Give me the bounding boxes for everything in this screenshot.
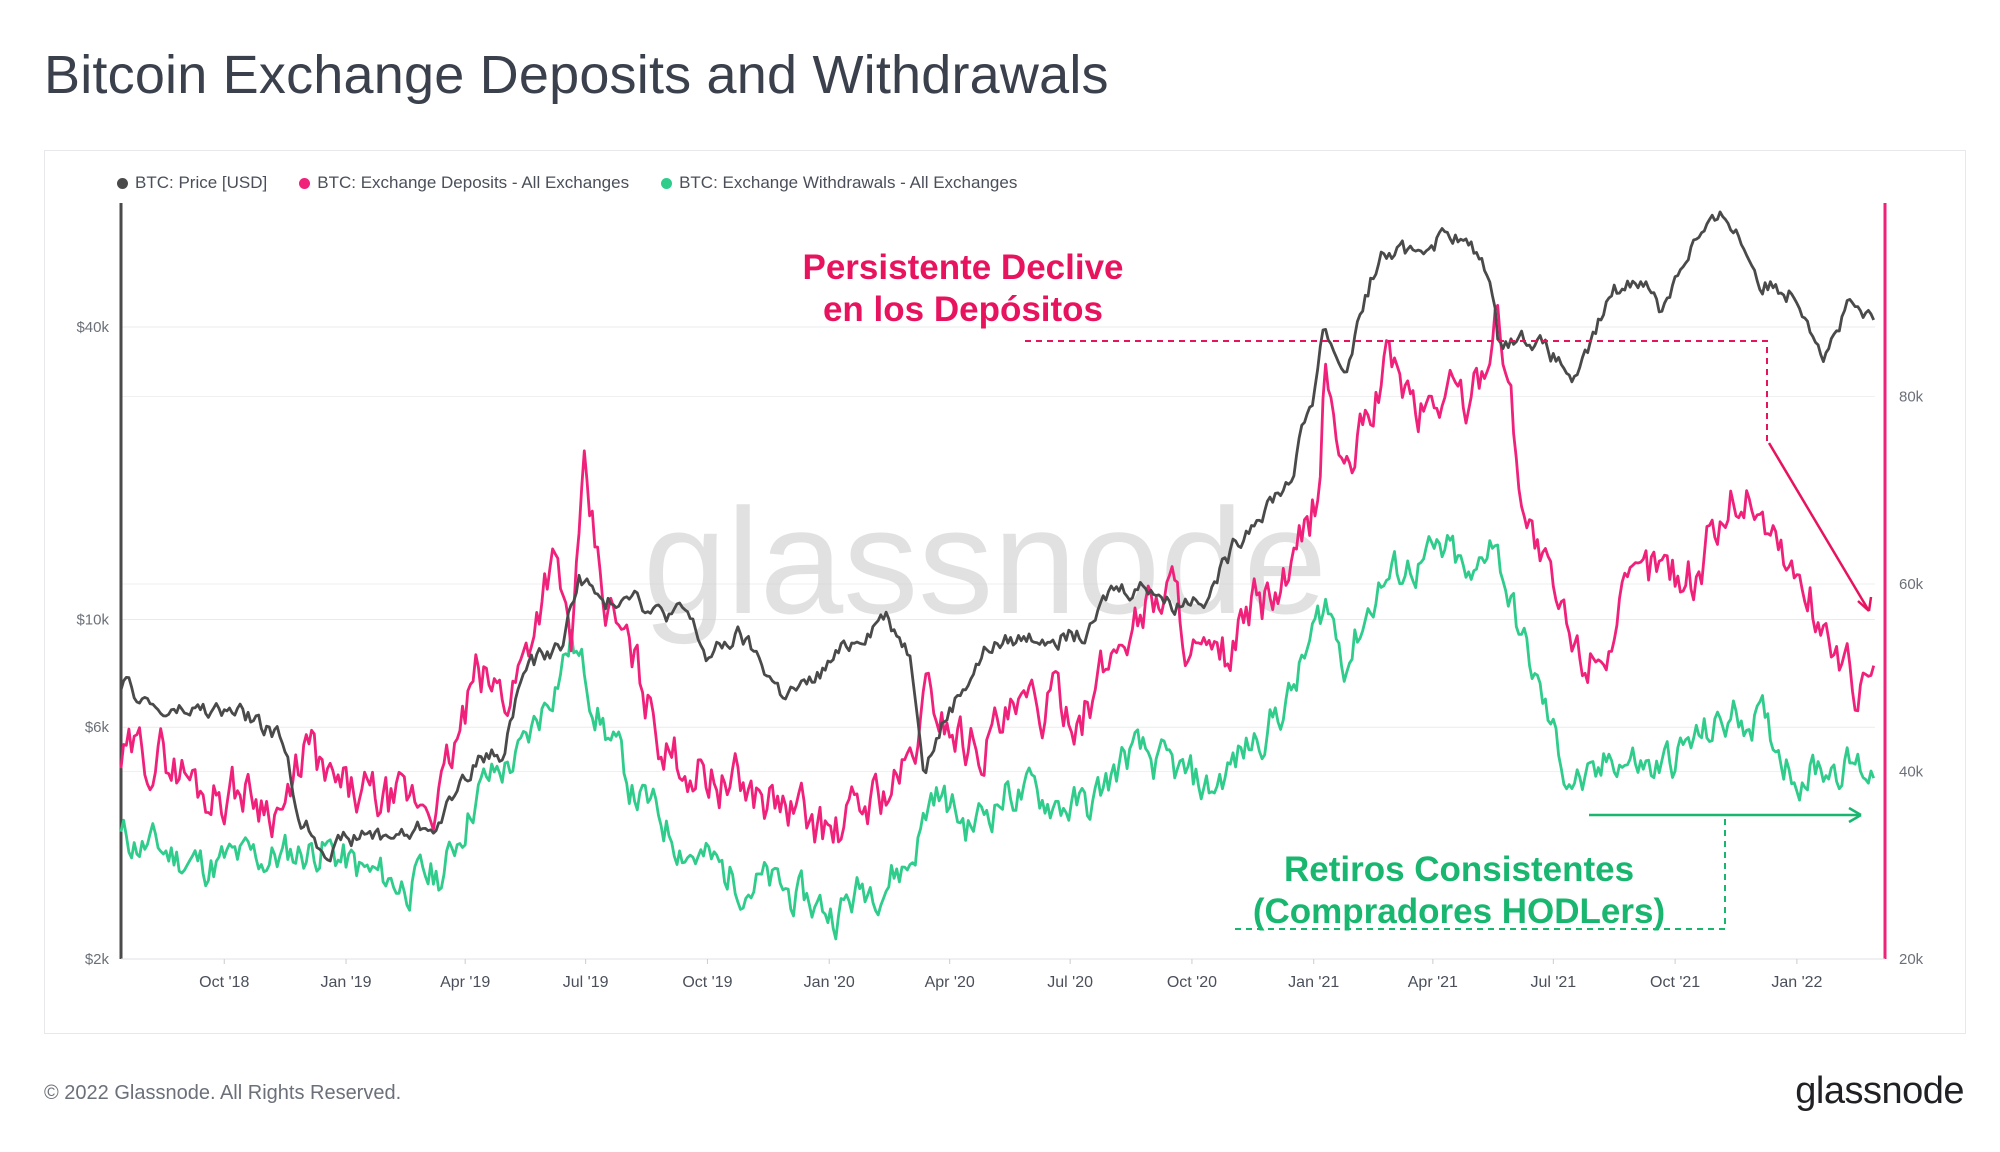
- annotation-deposits-arrow-line: [1767, 442, 1871, 612]
- annotation-withdrawals-line1: Retiros Consistentes: [1284, 850, 1634, 889]
- y-left-tick-label: $10k: [76, 611, 109, 628]
- legend-dot-deposits: [299, 177, 311, 189]
- x-tick-label: Jul '19: [563, 974, 609, 991]
- x-tick-label: Oct '18: [199, 974, 249, 991]
- y-left-tick-label: $2k: [85, 951, 110, 968]
- y-left-tick-label: $6k: [85, 719, 110, 736]
- watermark: glassnode: [643, 477, 1327, 645]
- series-line: [119, 210, 1875, 863]
- legend-item-price[interactable]: BTC: Price [USD]: [117, 173, 267, 193]
- series-line: [119, 303, 1876, 844]
- annotation-deposits-arrow-head: [1857, 596, 1873, 612]
- legend-label-withdrawals: BTC: Exchange Withdrawals - All Exchange…: [679, 173, 1018, 192]
- legend-dot-price: [117, 177, 128, 189]
- x-tick-label: Apr '19: [440, 974, 490, 991]
- x-tick-label: Jul '20: [1047, 974, 1093, 991]
- annotation-withdrawals-line2: (Compradores HODLers): [1253, 892, 1665, 931]
- axes: $2k $6k $10k $40k 20k 40k 60k 80k Oct '18 Jan '19…: [76, 203, 1924, 991]
- x-tick-label: Jan '21: [1288, 974, 1339, 991]
- legend-label-deposits: BTC: Exchange Deposits - All Exchanges: [317, 173, 630, 192]
- legend-item-withdrawals[interactable]: BTC: Exchange Withdrawals - All Exchange…: [661, 173, 1017, 193]
- annotation-deposits-line1: Persistente Declive: [802, 248, 1123, 287]
- legend-dot-withdrawals: [661, 177, 673, 189]
- annotation-deposits-dashed-line: [1025, 340, 1768, 441]
- x-tick-label: Oct '19: [682, 974, 732, 991]
- y-right-tick-label: 80k: [1899, 389, 1924, 406]
- glassnode-logo[interactable]: glassnode: [1795, 1070, 1964, 1112]
- legend: BTC: Price [USD] BTC: Exchange Deposits …: [117, 173, 1017, 193]
- series: [119, 210, 1876, 941]
- x-tick-label: Oct '21: [1650, 974, 1700, 991]
- y-left-tick-label: $40k: [76, 319, 109, 336]
- annotation-deposits-line2: en los Depósitos: [823, 290, 1103, 329]
- chart-card: BTC: Price [USD] BTC: Exchange Deposits …: [44, 150, 1966, 1034]
- x-tick-label: Jul '21: [1530, 974, 1576, 991]
- chart-plot[interactable]: glassnode $2k $6k $10k $40k 20k 40k 60k 80k Oct …: [45, 151, 1965, 1033]
- x-tick-label: Jan '20: [804, 974, 855, 991]
- y-right-tick-label: 20k: [1899, 951, 1924, 968]
- series-line: [119, 534, 1876, 941]
- x-tick-label: Jan '19: [320, 974, 371, 991]
- x-tick-label: Oct '20: [1167, 974, 1217, 991]
- annotation-withdrawals-dashed-line: [1233, 819, 1726, 930]
- x-tick-label: Apr '21: [1408, 974, 1458, 991]
- copyright-text: © 2022 Glassnode. All Rights Reserved.: [44, 1082, 402, 1104]
- legend-item-deposits[interactable]: BTC: Exchange Deposits - All Exchanges: [299, 173, 629, 193]
- page-title: Bitcoin Exchange Deposits and Withdrawal…: [44, 45, 1109, 105]
- x-tick-label: Apr '20: [925, 974, 975, 991]
- annotation-withdrawals-arrow-head: [1848, 806, 1862, 824]
- y-right-tick-label: 60k: [1899, 576, 1924, 593]
- x-tick-label: Jan '22: [1771, 974, 1822, 991]
- y-right-tick-label: 40k: [1899, 764, 1924, 781]
- legend-label-price: BTC: Price [USD]: [135, 173, 268, 192]
